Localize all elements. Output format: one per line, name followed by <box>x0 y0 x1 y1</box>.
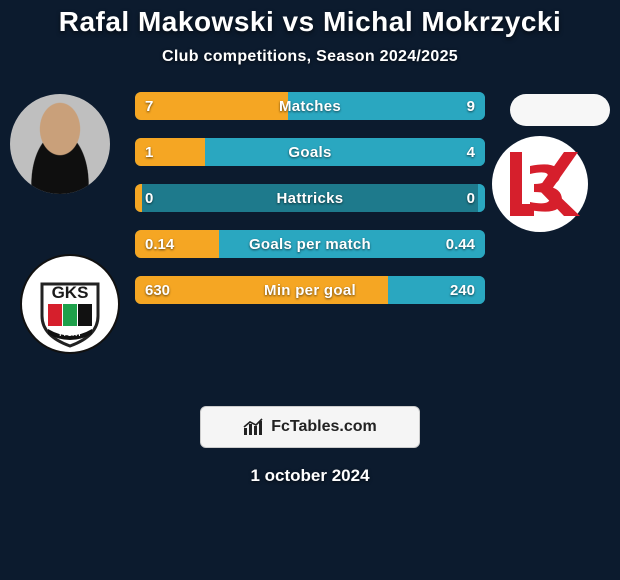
player-right-avatar <box>510 94 610 126</box>
stat-label: Min per goal <box>135 276 485 304</box>
stat-bars: Matches7 9 Goals1 4 Hattricks0 0 Goals per mat… <box>135 92 485 304</box>
stat-value-right: 4 <box>467 138 475 166</box>
stat-value-right: 240 <box>450 276 475 304</box>
stat-value-right: 0 <box>467 184 475 212</box>
team-left-crest: GKS TYCHY <box>20 254 120 354</box>
footer-brand-prefix: Fc <box>271 418 290 435</box>
page-title: Rafal Makowski vs Michal Mokrzycki <box>0 6 620 38</box>
footer-brand-badge: FcTables.com <box>200 406 420 448</box>
stat-label: Hattricks <box>135 184 485 212</box>
stat-row-3: Goals per match0.14 0.44 <box>135 230 485 258</box>
subtitle: Club competitions, Season 2024/2025 <box>0 48 620 66</box>
stat-value-left: 0 <box>145 184 153 212</box>
snapshot-date: 1 october 2024 <box>0 466 620 486</box>
lks-crest-svg <box>490 134 590 234</box>
stat-value-right: 9 <box>467 92 475 120</box>
crest-text-top: GKS <box>52 283 89 302</box>
team-right-crest <box>490 134 590 234</box>
gks-tychy-crest-svg: GKS TYCHY <box>20 254 120 354</box>
stat-row-1: Goals1 4 <box>135 138 485 166</box>
footer-brand-text: FcTables.com <box>271 418 377 436</box>
stat-row-0: Matches7 9 <box>135 92 485 120</box>
stat-row-4: Min per goal630 240 <box>135 276 485 304</box>
footer-brand-suffix: Tables.com <box>290 418 377 435</box>
stat-value-right: 0.44 <box>446 230 475 258</box>
stat-label: Goals <box>135 138 485 166</box>
comparison-card: Rafal Makowski vs Michal Mokrzycki Club … <box>0 0 620 580</box>
crest-text-bottom: TYCHY <box>58 331 82 338</box>
stat-value-left: 1 <box>145 138 153 166</box>
stat-value-left: 7 <box>145 92 153 120</box>
content-area: GKS TYCHY Matches7 9 Goals1 4 Hattricks0 0 Goa… <box>0 94 620 374</box>
player-silhouette <box>10 94 110 194</box>
chart-icon <box>243 418 265 436</box>
stat-value-left: 0.14 <box>145 230 174 258</box>
stat-label: Goals per match <box>135 230 485 258</box>
stat-value-left: 630 <box>145 276 170 304</box>
stat-label: Matches <box>135 92 485 120</box>
player-left-avatar <box>10 94 110 194</box>
stat-row-2: Hattricks0 0 <box>135 184 485 212</box>
